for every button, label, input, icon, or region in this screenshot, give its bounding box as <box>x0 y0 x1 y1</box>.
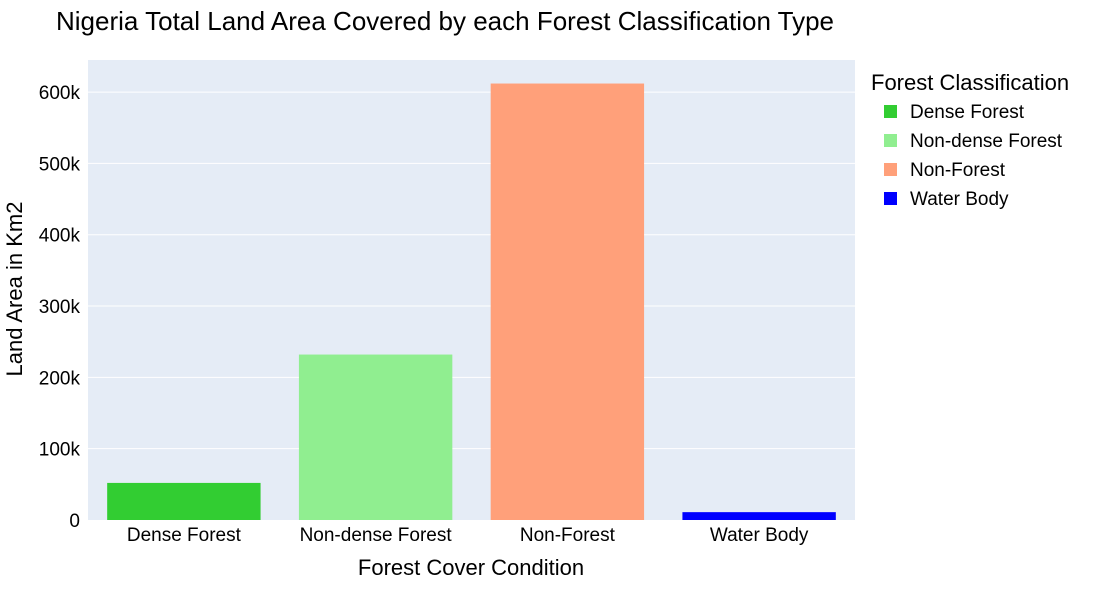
y-tick-label: 600k <box>39 83 81 104</box>
bar-dense-forest <box>107 482 261 520</box>
x-tick-label: Dense Forest <box>127 525 242 546</box>
legend-swatch <box>884 192 897 205</box>
legend-entry: Non-Forest <box>910 160 1006 181</box>
legend-swatch <box>884 163 897 176</box>
legend-entry: Dense Forest <box>910 102 1025 123</box>
legend-swatch <box>884 134 897 147</box>
legend-title: Forest Classification <box>871 70 1069 95</box>
y-tick-label: 400k <box>39 226 81 247</box>
x-tick-label: Non-dense Forest <box>300 525 453 546</box>
legend-items: Dense Forest Non-dense Forest Non-Forest Wa… <box>884 102 1063 210</box>
bar-water-body <box>682 512 836 520</box>
y-tick-label: 300k <box>39 297 81 318</box>
y-tick-label: 100k <box>39 440 81 461</box>
bar-non-dense-forest <box>298 354 453 520</box>
bar-non-forest <box>490 83 645 520</box>
y-tick-label: 500k <box>39 154 81 175</box>
legend: Forest Classification Dense Forest Non-de… <box>871 70 1069 210</box>
x-tick-label: Non-Forest <box>520 525 616 546</box>
chart-title: Nigeria Total Land Area Covered by each … <box>56 6 834 36</box>
y-tick-label: 200k <box>39 368 81 389</box>
legend-entry: Non-dense Forest <box>910 131 1063 152</box>
x-axis-ticks: Dense Forest Non-dense Forest Non-Forest Wa… <box>127 525 809 546</box>
x-tick-label: Water Body <box>710 525 809 546</box>
y-axis-label: Land Area in Km2 <box>2 202 27 377</box>
bars <box>107 83 836 520</box>
grid <box>88 91 855 450</box>
legend-entry: Water Body <box>910 189 1009 210</box>
y-tick-label: 0 <box>69 511 80 532</box>
plot-background <box>88 60 855 520</box>
y-axis-ticks: 0 100k 200k 300k 400k 500k 600k <box>39 83 81 532</box>
x-axis-label: Forest Cover Condition <box>358 555 584 580</box>
legend-swatch <box>884 105 897 118</box>
